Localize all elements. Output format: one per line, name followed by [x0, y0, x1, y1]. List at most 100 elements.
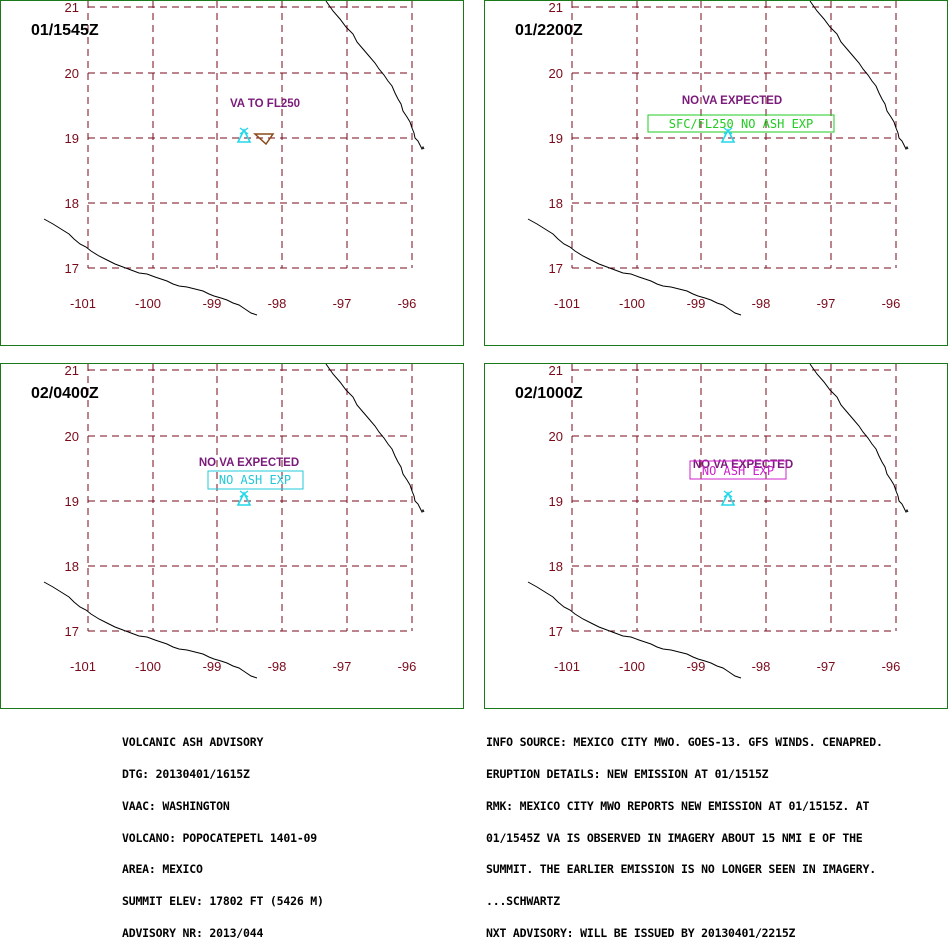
latitude-label: 18	[549, 196, 563, 211]
advisory-line: VOLCANIC ASH ADVISORY	[122, 735, 264, 750]
latitude-labels: 21 20 19 18 17	[65, 1, 79, 276]
longitude-label: -100	[135, 296, 161, 311]
longitude-label: -99	[687, 296, 706, 311]
advisory-line: ERUPTION DETAILS: NEW EMISSION AT 01/151…	[486, 766, 769, 781]
volcano-triangle-icon	[720, 127, 736, 143]
longitude-label: -96	[398, 659, 417, 674]
advisory-line: ADVISORY NR: 2013/044	[122, 925, 264, 940]
ash-forecast-box	[647, 114, 835, 133]
map-panel-4: 02/1000Z 21 20 19 18 17 -101 -100 -99 -98 -97 -96…	[484, 363, 948, 709]
latitude-label: 21	[65, 1, 79, 15]
ash-annotation: VA TO FL250	[230, 98, 300, 110]
longitude-label: -97	[817, 296, 836, 311]
lat-lon-grid	[87, 364, 413, 632]
lat-lon-grid	[571, 364, 897, 632]
advisory-remarks-block: INFO SOURCE: MEXICO CITY MWO. GOES-13. G…	[486, 716, 883, 949]
longitude-label: -101	[554, 296, 580, 311]
forecast-time: 01/1545Z	[31, 22, 99, 39]
longitude-labels: -101 -100 -99 -98 -97 -96	[554, 296, 900, 311]
longitude-label: -99	[203, 659, 222, 674]
longitude-labels: -101 -100 -99 -98 -97 -96	[70, 296, 416, 311]
latitude-label: 21	[549, 364, 563, 378]
longitude-label: -100	[619, 659, 645, 674]
volcano-triangle-icon	[236, 127, 252, 143]
volcano-triangle	[720, 128, 736, 143]
gulf-coastline	[809, 1, 909, 151]
longitude-label: -96	[398, 296, 417, 311]
latitude-label: 19	[549, 494, 563, 509]
ash-forecast-box	[689, 460, 787, 480]
ash-forecast-box	[207, 470, 304, 490]
volcano-crater-mark	[239, 127, 249, 135]
longitude-label: -98	[268, 296, 287, 311]
advisory-line: AREA: MEXICO	[122, 862, 203, 877]
pacific-coastline	[43, 218, 258, 316]
advisory-line: RMK: MEXICO CITY MWO REPORTS NEW EMISSIO…	[486, 798, 870, 813]
advisory-line: 01/1545Z VA IS OBSERVED IN IMAGERY ABOUT…	[486, 830, 863, 845]
coastline	[527, 1, 909, 316]
latitude-label: 18	[549, 559, 563, 574]
ash-area-polygon-icon	[253, 133, 275, 146]
pacific-coastline	[43, 581, 258, 679]
pacific-coastline	[527, 581, 742, 679]
pacific-coastline	[527, 218, 742, 316]
latitude-labels: 21 20 19 18 17	[65, 364, 79, 639]
latitude-label: 18	[65, 559, 79, 574]
gulf-coastline	[325, 1, 425, 151]
advisory-line: INFO SOURCE: MEXICO CITY MWO. GOES-13. G…	[486, 735, 883, 750]
latitude-label: 21	[65, 364, 79, 378]
longitude-label: -98	[752, 659, 771, 674]
forecast-time: 02/1000Z	[515, 385, 583, 402]
lat-lon-grid	[87, 1, 413, 269]
longitude-label: -96	[882, 659, 901, 674]
advisory-line: VAAC: WASHINGTON	[122, 798, 230, 813]
latitude-label: 17	[65, 261, 79, 276]
longitude-label: -98	[752, 296, 771, 311]
latitude-label: 17	[549, 261, 563, 276]
ash-forecast-box-label: SFC/FL250 NO ASH EXP	[669, 117, 814, 131]
advisory-line: SUMMIT. THE EARLIER EMISSION IS NO LONGE…	[486, 862, 876, 877]
latitude-label: 19	[65, 494, 79, 509]
gulf-coastline	[325, 364, 425, 514]
longitude-label: -101	[70, 296, 96, 311]
longitude-label: -97	[333, 296, 352, 311]
latitude-labels: 21 20 19 18 17	[549, 364, 563, 639]
map-svg: 02/1000Z 21 20 19 18 17 -101 -100 -99 -98 -97 -96…	[515, 364, 909, 679]
map-svg: 01/2200Z 21 20 19 18 17 -101 -100 -99 -98 -97 -96…	[515, 1, 909, 316]
volcano-crater-mark	[723, 127, 733, 135]
gulf-coastline	[809, 364, 909, 514]
ash-annotation: NO VA EXPECTED	[682, 95, 782, 107]
advisory-line: SUMMIT ELEV: 17802 FT (5426 M)	[122, 894, 324, 909]
longitude-label: -98	[268, 659, 287, 674]
map-panel-1: 01/1545Z 21 20 19 18 17 -101 -100 -99 -98 -97 -96…	[0, 0, 464, 346]
latitude-label: 20	[549, 66, 563, 81]
map-panel-2: 01/2200Z 21 20 19 18 17 -101 -100 -99 -98 -97 -96…	[484, 0, 948, 346]
volcano-triangle-icon	[720, 490, 736, 506]
advisory-line: NXT ADVISORY: WILL BE ISSUED BY 20130401…	[486, 925, 796, 940]
latitude-label: 21	[549, 1, 563, 15]
ash-annotation: NO VA EXPECTED	[693, 459, 793, 471]
latitude-label: 18	[65, 196, 79, 211]
advisory-header-block: VOLCANIC ASH ADVISORY DTG: 20130401/1615…	[122, 716, 324, 949]
longitude-label: -99	[203, 296, 222, 311]
longitude-label: -100	[135, 659, 161, 674]
volcano-triangle-icon	[236, 490, 252, 506]
longitude-label: -100	[619, 296, 645, 311]
volcano-crater-mark	[239, 490, 249, 498]
forecast-time: 01/2200Z	[515, 22, 583, 39]
forecast-time: 02/0400Z	[31, 385, 99, 402]
advisory-line: DTG: 20130401/1615Z	[122, 766, 250, 781]
longitude-label: -99	[687, 659, 706, 674]
latitude-label: 17	[549, 624, 563, 639]
ash-annotation: NO VA EXPECTED	[199, 457, 299, 469]
longitude-label: -97	[333, 659, 352, 674]
latitude-labels: 21 20 19 18 17	[549, 1, 563, 276]
ash-forecast-box-label: NO ASH EXP	[219, 473, 291, 487]
lat-lon-grid	[571, 1, 897, 269]
latitude-label: 17	[65, 624, 79, 639]
map-svg: 02/0400Z 21 20 19 18 17 -101 -100 -99 -98 -97 -96…	[31, 364, 425, 679]
coastline	[43, 1, 425, 316]
map-panel-3: 02/0400Z 21 20 19 18 17 -101 -100 -99 -98 -97 -96…	[0, 363, 464, 709]
longitude-label: -101	[554, 659, 580, 674]
volcano-triangle	[236, 491, 252, 506]
